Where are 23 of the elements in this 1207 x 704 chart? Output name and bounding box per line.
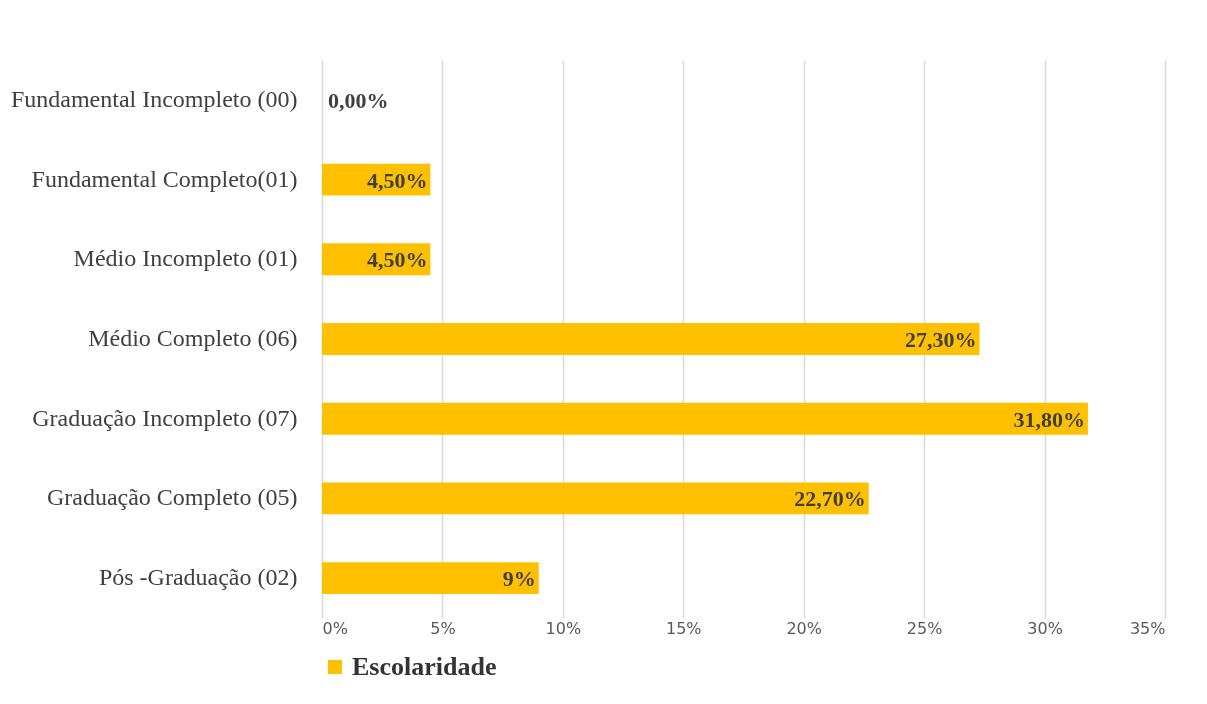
legend-label: Escolaridade bbox=[352, 652, 497, 681]
y-tick-label: Médio Completo (06) bbox=[88, 325, 298, 351]
x-tick-label: 35% bbox=[1129, 618, 1166, 638]
data-label: 9% bbox=[502, 566, 536, 592]
data-label: 0,00% bbox=[328, 87, 389, 113]
y-tick-label: Médio Incompleto (01) bbox=[73, 245, 298, 272]
y-tick-label: Fundamental Completo(01) bbox=[31, 165, 298, 192]
x-tick-label: 10% bbox=[545, 618, 582, 638]
data-label: 4,50% bbox=[366, 247, 428, 273]
x-tick-label: 0% bbox=[322, 618, 348, 638]
data-label: 27,30% bbox=[905, 327, 977, 352]
x-tick-label: 30% bbox=[1027, 618, 1063, 638]
y-tick-label: Pós -Graduação (02) bbox=[98, 564, 298, 591]
y-tick-label: Graduação Incompleto (07) bbox=[32, 404, 298, 431]
data-label: 31,80% bbox=[1013, 406, 1085, 432]
y-tick-label: Fundamental Incompleto (00) bbox=[10, 85, 298, 112]
x-tick-label: 5% bbox=[430, 618, 456, 638]
x-tick-label: 20% bbox=[786, 618, 822, 638]
y-tick-label: Graduação Completo (05) bbox=[46, 484, 298, 511]
data-label: 4,50% bbox=[366, 167, 428, 193]
x-tick-label: 15% bbox=[666, 618, 702, 638]
data-label: 22,70% bbox=[794, 486, 866, 512]
x-tick-label: 25% bbox=[906, 618, 943, 638]
